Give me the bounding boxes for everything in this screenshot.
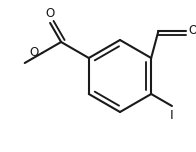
Text: O: O xyxy=(30,47,39,59)
Text: O: O xyxy=(45,7,55,20)
Text: I: I xyxy=(170,109,174,122)
Text: O: O xyxy=(188,24,196,37)
